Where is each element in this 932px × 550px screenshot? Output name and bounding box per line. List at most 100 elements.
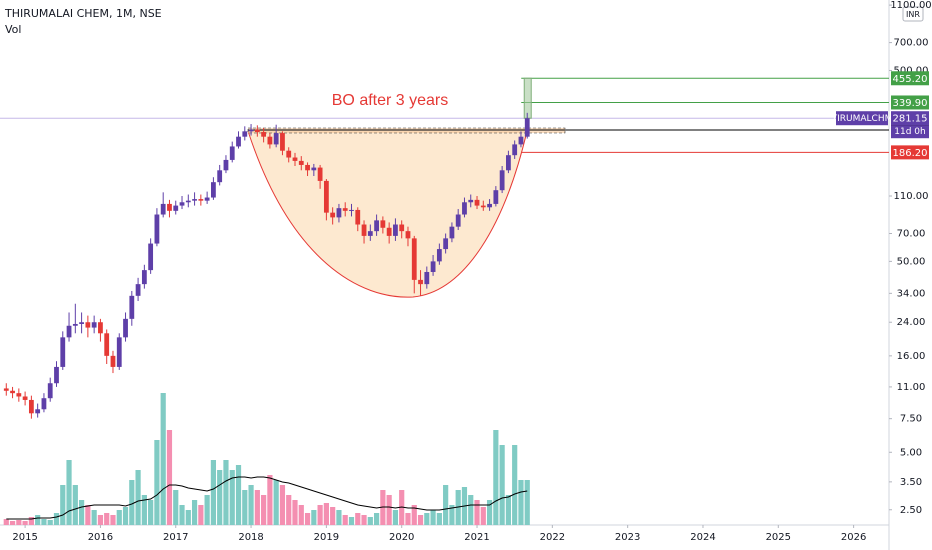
candle-body	[41, 398, 47, 410]
volume-bar	[104, 513, 110, 525]
volume-bar	[97, 515, 104, 525]
volume-bar	[53, 513, 60, 525]
candle-body	[60, 337, 66, 367]
volume-bar	[392, 510, 399, 525]
currency-box	[902, 6, 924, 22]
volume-bar	[298, 505, 304, 525]
volume-bar	[336, 510, 342, 525]
candle-body	[123, 318, 128, 338]
candle-body	[211, 182, 216, 198]
volume-bar	[28, 517, 34, 525]
candle-body	[506, 155, 511, 171]
volume-bar	[486, 500, 493, 525]
annotation: BO after 3 years	[332, 92, 449, 109]
countdown-label: 11d 0h	[894, 127, 925, 137]
candle-body	[22, 396, 28, 400]
x-tick-label: 2019	[314, 532, 339, 543]
candle-body	[474, 199, 480, 206]
candle-body	[167, 203, 172, 211]
volume-bar	[480, 507, 486, 525]
y-tick-label: 700.00	[894, 38, 929, 49]
candle-body	[254, 129, 260, 133]
y-tick-label: 500.00	[894, 65, 929, 76]
x-tick-label: 2022	[540, 532, 565, 543]
candle-body	[273, 133, 279, 145]
volume-bar	[443, 485, 449, 525]
level-tag-label: 186.20	[893, 148, 928, 159]
candle-body	[280, 133, 285, 151]
x-tick-label: 2016	[88, 532, 113, 543]
volume-bar	[198, 505, 204, 525]
volume-bar	[267, 475, 273, 525]
candle-body	[305, 164, 310, 171]
candle-body	[229, 146, 235, 160]
volume-bar	[72, 485, 78, 525]
volume-bar	[330, 507, 336, 525]
last-price-label: 281.15	[893, 114, 928, 125]
volume-bar	[248, 485, 254, 525]
candle-body	[72, 323, 78, 326]
candle-body	[455, 214, 461, 227]
x-tick-label: 2017	[163, 532, 188, 543]
candle-body	[173, 205, 179, 211]
y-tick-label: 5.00	[900, 447, 922, 458]
volume-bar	[47, 520, 53, 525]
volume-bar	[16, 520, 22, 525]
volume-bar	[223, 460, 229, 525]
candle-body	[355, 209, 361, 225]
candle-body	[386, 227, 392, 236]
candle-body	[129, 295, 135, 319]
candle-body	[286, 150, 292, 158]
candle-body	[141, 270, 147, 285]
y-tick-label: 11.00	[897, 382, 926, 393]
candle-body	[47, 383, 53, 399]
volume-bar	[166, 430, 173, 525]
candle-body	[311, 167, 317, 171]
volume-bar	[493, 430, 499, 525]
currency: INR	[906, 10, 920, 19]
candle-body	[185, 200, 191, 203]
candle-body	[79, 322, 84, 324]
candle-body	[98, 322, 103, 334]
candle-body	[154, 214, 160, 244]
last-price-tag	[891, 111, 929, 126]
candle-body	[493, 190, 499, 204]
candle-body	[298, 160, 304, 165]
candle-body	[361, 224, 367, 236]
candle-body	[411, 238, 417, 280]
volume-bar	[468, 495, 474, 525]
candle-body	[135, 284, 141, 296]
level-tag-label: 339.90	[893, 98, 928, 109]
candle-body	[443, 238, 449, 250]
candle-body	[261, 132, 267, 137]
volume-bar	[254, 490, 260, 525]
volume-bar	[85, 505, 91, 525]
volume-bar	[135, 470, 141, 525]
candle-body	[349, 209, 354, 211]
volume-bar	[355, 513, 361, 525]
volume-bar	[261, 495, 267, 525]
volume-bar	[323, 503, 329, 525]
volume-bar	[361, 515, 367, 525]
level-tag	[891, 145, 929, 160]
candle-body	[16, 393, 22, 397]
x-tick-label: 2023	[615, 532, 640, 543]
candle-body	[424, 271, 430, 285]
volume-bar	[317, 505, 323, 525]
candle-body	[405, 231, 411, 239]
candle-body	[374, 220, 379, 232]
target-box	[523, 77, 532, 119]
x-tick-label: 2015	[12, 532, 37, 543]
volume-bar	[191, 500, 198, 525]
y-tick-label: 110.00	[894, 191, 929, 202]
candle-body	[35, 409, 41, 414]
candle-body	[330, 212, 336, 218]
volume-label: Vol	[5, 23, 21, 36]
volume-bar	[292, 500, 298, 525]
volume-bar	[122, 507, 129, 525]
volume-bar	[154, 440, 160, 525]
volume-bar	[210, 460, 217, 525]
candle-body	[179, 202, 185, 206]
candle-body	[499, 170, 505, 191]
candle-body	[223, 159, 229, 171]
